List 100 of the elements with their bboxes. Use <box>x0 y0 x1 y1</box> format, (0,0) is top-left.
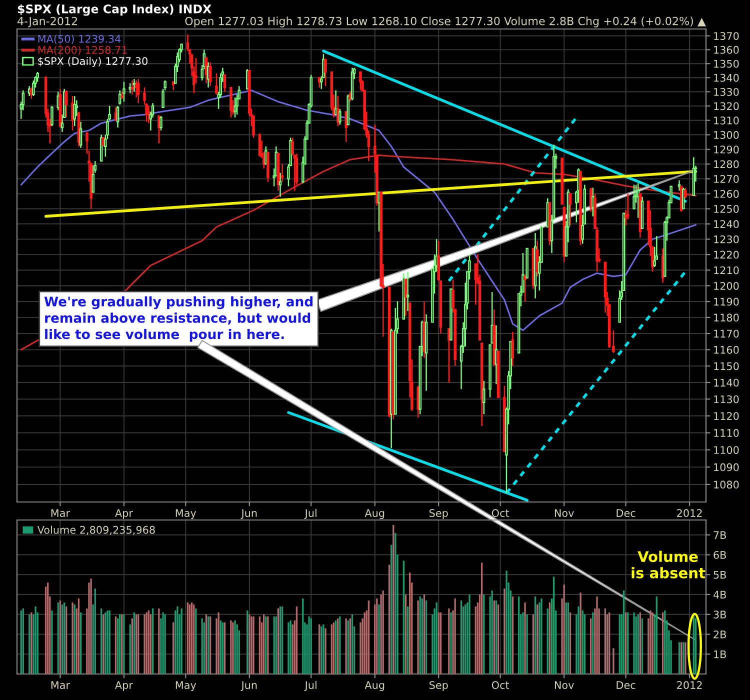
y-tick-label: 1290 <box>714 146 739 154</box>
y-tick-label: 1140 <box>714 378 739 387</box>
x-tick-label: Oct <box>492 509 510 518</box>
y-tick-label: 3B <box>714 610 726 618</box>
annotation: Volume is absent <box>632 550 706 578</box>
candlestick <box>278 172 282 198</box>
x-tick-label: Apr <box>115 681 133 692</box>
x-tick-label: Mar <box>51 681 70 690</box>
candlestick <box>236 94 238 116</box>
candlestick <box>79 121 82 149</box>
candlestick <box>234 96 236 118</box>
candlestick <box>164 80 166 91</box>
chart-subtitle: Open 1277.03 High 1278.73 Low 1268.10 Close 1277.30 Volume 2.8B Chg +0.24 (+0.02%) ▲ <box>185 16 706 28</box>
candlestick <box>160 115 162 132</box>
legend-label: $SPX (Daily) 1277.30 <box>38 56 148 68</box>
candlestick <box>130 80 134 96</box>
y-tick-label: 2B <box>714 630 726 638</box>
candlestick <box>636 182 640 218</box>
candlestick <box>147 105 150 124</box>
candlestick <box>682 187 685 210</box>
candlestick <box>344 111 348 143</box>
y-tick-label: 1270 <box>714 175 739 183</box>
y-tick-label: 1090 <box>714 463 739 472</box>
candlestick <box>404 278 408 316</box>
x-tick-label: Sep <box>429 509 448 520</box>
y-tick-label: 1B <box>714 650 726 658</box>
x-tick-label: Mar <box>51 509 70 518</box>
y-tick-label: 4B <box>713 590 726 598</box>
candlestick <box>482 380 486 415</box>
candlestick <box>324 58 327 87</box>
x-tick-label: Jul <box>304 508 316 519</box>
candlestick <box>128 82 132 94</box>
y-tick-label: 1260 <box>714 190 739 198</box>
candlestick <box>359 71 362 91</box>
y-tick-label: 1280 <box>714 160 739 168</box>
candlestick <box>524 274 526 302</box>
x-tick-label: Nov <box>554 509 574 518</box>
candlestick <box>186 34 190 52</box>
y-tick-label: 1150 <box>714 362 739 370</box>
candlestick <box>132 78 136 92</box>
y-tick-label: 1340 <box>714 74 739 82</box>
annotation: We're gradually pushing higher, and remain above resistance, but would like to see volume pour in here. <box>44 296 312 342</box>
y-tick-label: 1250 <box>714 204 739 213</box>
y-tick-label: 1370 <box>714 32 739 40</box>
candlestick <box>50 105 54 127</box>
candlestick <box>223 74 226 92</box>
candlestick <box>116 105 120 128</box>
text: 4-Jan-2012 <box>18 16 78 28</box>
candlestick <box>122 81 126 102</box>
x-tick-label: May <box>176 681 196 692</box>
y-tick-label: 1200 <box>714 282 739 290</box>
x-tick-label: May <box>176 509 196 520</box>
y-tick-label: 1130 <box>714 395 739 404</box>
candlestick <box>632 184 636 210</box>
candlestick <box>92 164 94 193</box>
x-tick-label: Jun <box>240 681 257 691</box>
y-tick-label: 1180 <box>714 314 739 322</box>
y-tick-label: 1190 <box>714 298 739 306</box>
x-tick-label: Apr <box>115 509 133 520</box>
candlestick <box>136 78 140 104</box>
y-tick-label: 1210 <box>714 266 739 274</box>
candlestick <box>73 95 76 127</box>
candlestick <box>511 331 514 367</box>
y-tick-label: 1350 <box>714 60 739 68</box>
y-tick-label: 1120 <box>714 412 739 420</box>
y-tick-label: 1080 <box>714 480 739 489</box>
candlestick <box>678 180 681 192</box>
y-tick-label: 1240 <box>714 220 739 228</box>
candlestick <box>94 160 97 174</box>
candlestick <box>568 193 572 226</box>
y-tick-label: 1170 <box>714 330 739 338</box>
x-tick-label: Jul <box>304 680 316 691</box>
x-tick-label: Oct <box>492 681 510 690</box>
y-tick-label: 1160 <box>714 346 739 354</box>
x-tick-label: Dec <box>616 681 636 690</box>
candlestick <box>338 108 342 126</box>
y-tick-label: 1330 <box>714 88 739 96</box>
x-tick-label: 2012 <box>677 681 702 690</box>
y-tick-label: 1310 <box>714 116 739 124</box>
y-tick-label: 1360 <box>714 46 739 54</box>
y-tick-label: 1300 <box>714 131 739 139</box>
x-tick-label: Jun <box>240 509 257 519</box>
x-tick-label: Dec <box>616 509 636 518</box>
candlestick <box>230 86 232 118</box>
y-tick-label: 1230 <box>714 235 739 244</box>
x-tick-label: Aug <box>364 681 384 692</box>
y-tick-label: 1320 <box>714 102 739 110</box>
candlestick <box>406 271 410 312</box>
legend-label: Volume 2,809,235,968 <box>37 526 155 535</box>
y-tick-label: 1100 <box>714 446 739 454</box>
legend-label: MA(50) 1239.34 <box>38 34 121 44</box>
x-tick-label: Nov <box>554 681 574 690</box>
candlestick <box>32 80 35 97</box>
chart-title: $SPX (Large Cap Index) INDX <box>18 4 212 16</box>
y-tick-label: 1220 <box>714 250 739 259</box>
candlestick <box>684 187 687 199</box>
y-tick-label: 6B <box>714 551 726 559</box>
y-tick-label: 1110 <box>714 429 739 437</box>
y-tick-label: 7B <box>714 531 726 539</box>
y-tick-label: 5B <box>714 571 726 579</box>
